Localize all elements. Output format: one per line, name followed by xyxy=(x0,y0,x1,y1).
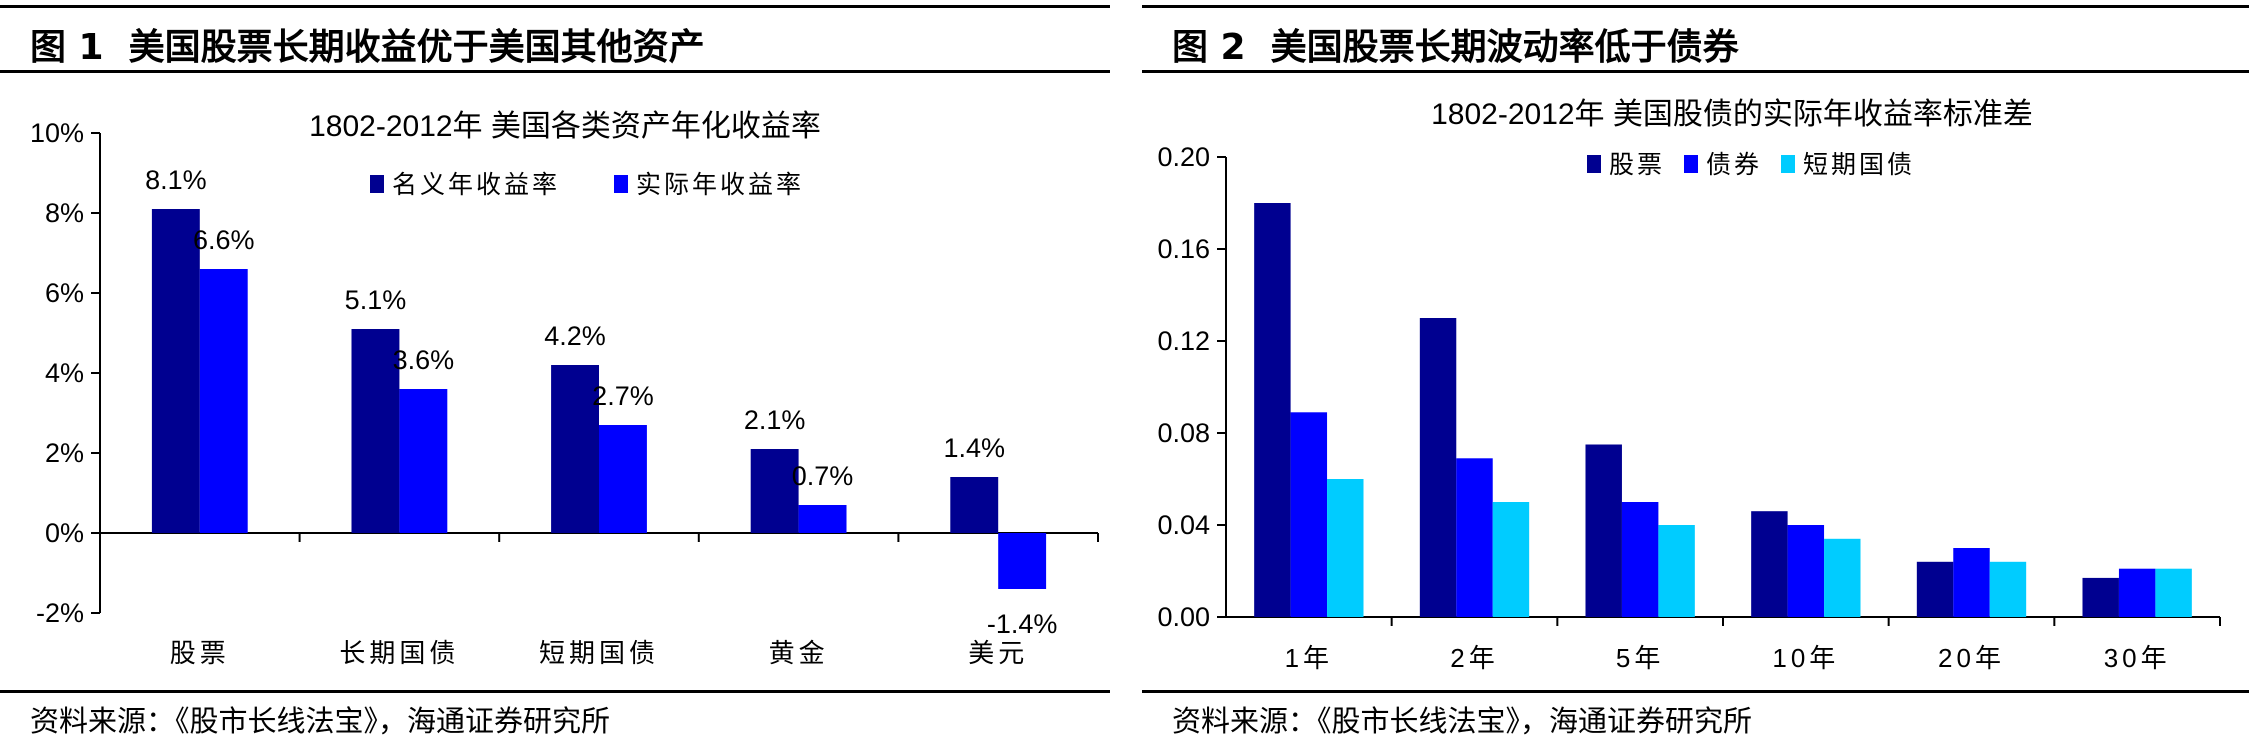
top-rule xyxy=(1142,5,2249,8)
legend-swatch xyxy=(370,175,384,193)
chart-title: 1802-2012年 美国各类资产年化收益率 xyxy=(309,110,821,143)
figure-1-panel: 图 1 美国股票长期收益优于美国其他资产 1802-2012年 美国各类资产年化… xyxy=(0,0,1110,744)
bar xyxy=(950,477,999,533)
category-label: 长期国债 xyxy=(339,638,459,668)
bar xyxy=(1419,318,1457,617)
bottom-rule xyxy=(1142,690,2249,693)
y-tick-label: 0% xyxy=(45,518,84,548)
legend-label: 实际年收益率 xyxy=(636,171,804,199)
bar xyxy=(1787,525,1825,617)
bar xyxy=(2082,577,2119,617)
y-tick-label: 6% xyxy=(45,278,84,308)
bar xyxy=(1751,511,1788,617)
title-rule xyxy=(1142,70,2249,73)
bar xyxy=(1456,458,1493,617)
data-label: 3.6% xyxy=(393,345,455,375)
legend-label: 名义年收益率 xyxy=(392,171,560,199)
chart-title: 1802-2012年 美国股债的实际年收益率标准差 xyxy=(1431,98,2033,131)
y-tick-label: 0.20 xyxy=(1157,142,1210,172)
category-label: 30年 xyxy=(2104,643,2171,673)
bottom-rule xyxy=(0,690,1110,693)
y-tick-label: 0.08 xyxy=(1157,418,1210,448)
bar xyxy=(599,425,647,533)
y-tick-label: 8% xyxy=(45,198,84,228)
category-label: 1年 xyxy=(1285,643,1333,673)
y-tick-label: 10% xyxy=(30,118,84,148)
bar xyxy=(1953,548,1990,617)
y-tick-label: -2% xyxy=(36,598,84,628)
data-label: 5.1% xyxy=(345,285,407,315)
data-label: 2.7% xyxy=(592,381,654,411)
bar xyxy=(1585,444,1622,617)
bar xyxy=(1492,502,1530,617)
category-label: 20年 xyxy=(1938,643,2005,673)
bar xyxy=(199,269,248,533)
y-tick-label: 0.00 xyxy=(1157,602,1210,632)
data-label: 6.6% xyxy=(193,225,255,255)
legend-label: 短期国债 xyxy=(1803,151,1915,179)
y-tick-label: 0.16 xyxy=(1157,234,1210,264)
category-label: 股票 xyxy=(170,638,230,668)
bar xyxy=(1658,525,1695,617)
bar xyxy=(750,449,799,533)
category-label: 10年 xyxy=(1772,643,1839,673)
legend-swatch xyxy=(1684,155,1698,173)
category-label: 短期国债 xyxy=(539,638,659,668)
category-label: 2年 xyxy=(1450,643,1498,673)
data-label: -1.4% xyxy=(987,609,1058,639)
bar xyxy=(1290,412,1328,617)
data-label: 1.4% xyxy=(943,433,1005,463)
bar xyxy=(1824,538,1861,617)
data-label: 4.2% xyxy=(544,321,606,351)
legend-label: 债券 xyxy=(1706,151,1762,179)
y-tick-label: 4% xyxy=(45,358,84,388)
y-tick-label: 2% xyxy=(45,438,84,468)
y-tick-label: 0.12 xyxy=(1157,326,1210,356)
legend-swatch xyxy=(1781,155,1795,173)
bar xyxy=(151,209,200,533)
legend-label: 股票 xyxy=(1609,151,1665,179)
bar xyxy=(998,533,1047,589)
bar xyxy=(551,365,599,533)
figure-2-panel: 图 2 美国股票长期波动率低于债券 1802-2012年 美国股债的实际年收益率… xyxy=(1142,0,2249,744)
category-label: 美元 xyxy=(968,638,1028,668)
figure-2-source: 资料来源：《股市长线法宝》，海通证券研究所 xyxy=(1172,704,1753,738)
bar xyxy=(1989,561,2027,617)
data-label: 2.1% xyxy=(744,405,806,435)
top-rule xyxy=(0,5,1110,8)
bar xyxy=(351,329,400,533)
bar xyxy=(1621,502,1659,617)
figure-1-title: 图 1 美国股票长期收益优于美国其他资产 xyxy=(30,27,705,68)
bar xyxy=(1916,561,1954,617)
bar xyxy=(798,505,847,533)
figure-1-source: 资料来源：《股市长线法宝》，海通证券研究所 xyxy=(30,704,611,738)
data-label: 0.7% xyxy=(792,461,854,491)
y-tick-label: 0.04 xyxy=(1157,510,1210,540)
data-label: 8.1% xyxy=(145,165,207,195)
bar xyxy=(2155,568,2192,617)
category-label: 黄金 xyxy=(769,638,829,668)
category-label: 5年 xyxy=(1616,643,1664,673)
bar xyxy=(399,389,448,533)
figure-2-title: 图 2 美国股票长期波动率低于债券 xyxy=(1172,27,1739,68)
legend-swatch xyxy=(614,175,628,193)
bar xyxy=(1327,479,1364,617)
bar xyxy=(2118,568,2156,617)
title-rule xyxy=(0,70,1110,73)
legend-swatch xyxy=(1587,155,1601,173)
bar xyxy=(1254,203,1291,617)
